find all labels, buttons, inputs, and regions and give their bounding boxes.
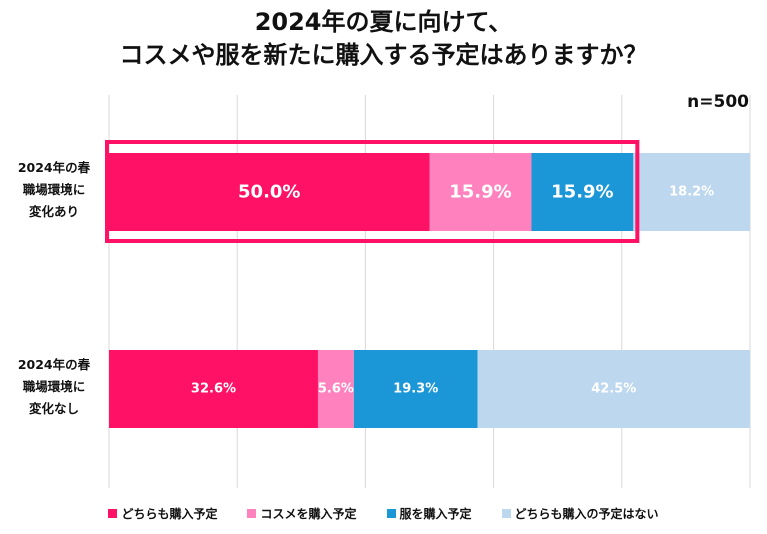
data-label-2-3: 19.3% — [393, 382, 438, 397]
category-label-2-line-1: 2024年の春 — [17, 357, 91, 372]
legend-swatch-cosme — [247, 509, 257, 518]
chart-title-line-1: 2024年の夏に向けて、 — [254, 8, 513, 36]
bar-segment-1-2 — [429, 153, 532, 231]
category-label-2-line-2: 職場環境に — [22, 379, 86, 394]
data-label-2-1: 32.6% — [191, 382, 236, 397]
bar-segment-2-4 — [477, 350, 750, 428]
chart-title-line-2: コスメや服を新たに購入する予定はありますか？ — [119, 41, 648, 69]
legend-label-cosme: コスメを購入予定 — [260, 507, 357, 521]
data-label-2-4: 42.5% — [591, 382, 636, 397]
category-label-2-line-3: 変化なし — [28, 401, 79, 416]
data-label-1-4: 18.2% — [669, 185, 714, 200]
legend-item-clothes: 服を購入予定 — [386, 505, 472, 522]
category-label-1: 2024年の春 職場環境に 変化あり — [8, 157, 100, 223]
legend-item-both: どちらも購入予定 — [108, 505, 217, 522]
highlight-box — [105, 140, 640, 243]
sample-size-label: n=500 — [687, 92, 749, 112]
data-label-1-2: 15.9% — [449, 182, 511, 203]
legend: どちらも購入予定 コスメを購入予定 服を購入予定 どちらも購入の予定はない — [0, 505, 767, 522]
category-label-2: 2024年の春 職場環境に 変化なし — [8, 354, 100, 420]
legend-swatch-both — [108, 509, 118, 518]
bar-segment-2-1 — [109, 350, 318, 428]
bar-segment-2-2 — [317, 350, 354, 428]
legend-swatch-clothes — [386, 509, 396, 518]
data-label-2-2: 5.6% — [318, 382, 354, 397]
legend-label-clothes: 服を購入予定 — [399, 507, 472, 521]
legend-label-both: どちらも購入予定 — [121, 507, 218, 521]
legend-item-cosme: コスメを購入予定 — [247, 505, 357, 522]
data-label-1-3: 15.9% — [551, 182, 613, 203]
chart-title: 2024年の夏に向けて、 コスメや服を新たに購入する予定はありますか？ — [0, 6, 767, 72]
legend-swatch-none — [501, 509, 511, 518]
category-label-1-line-1: 2024年の春 — [17, 160, 91, 175]
legend-item-none: どちらも購入の予定はない — [501, 505, 659, 522]
bar-segment-2-3 — [353, 350, 478, 428]
bar-segment-1-4 — [633, 153, 750, 231]
legend-label-none: どちらも購入の予定はない — [514, 507, 659, 521]
data-label-1-1: 50.0% — [238, 182, 300, 203]
category-label-1-line-3: 変化あり — [28, 204, 79, 219]
bar-segment-1-1 — [109, 153, 430, 231]
bar-segment-1-3 — [531, 153, 634, 231]
category-label-1-line-2: 職場環境に — [22, 182, 86, 197]
